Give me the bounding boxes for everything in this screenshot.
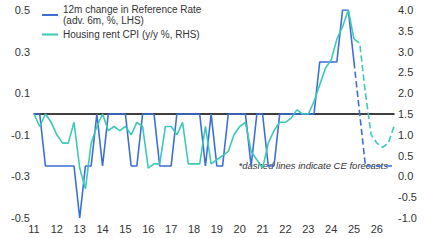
svg-text:(adv. 6m, %, LHS): (adv. 6m, %, LHS) [63, 15, 144, 26]
svg-text:-0.3: -0.3 [11, 170, 30, 182]
svg-text:22: 22 [279, 223, 291, 235]
svg-text:0.0: 0.0 [398, 170, 413, 182]
svg-text:18: 18 [188, 223, 200, 235]
svg-text:16: 16 [142, 223, 154, 235]
svg-text:4.0: 4.0 [398, 4, 413, 16]
svg-text:14: 14 [96, 223, 108, 235]
svg-text:*dashed lines indicate CE fore: *dashed lines indicate CE forecasts [238, 159, 388, 171]
svg-text:20: 20 [234, 223, 246, 235]
svg-text:0.5: 0.5 [15, 4, 30, 16]
svg-text:2.0: 2.0 [398, 87, 413, 99]
svg-text:-0.1: -0.1 [11, 129, 30, 141]
svg-text:12m change in Reference Rate: 12m change in Reference Rate [63, 4, 202, 15]
svg-text:23: 23 [302, 223, 314, 235]
svg-text:-0.5: -0.5 [398, 191, 417, 203]
svg-text:26: 26 [371, 223, 383, 235]
svg-text:2.5: 2.5 [398, 66, 413, 78]
svg-text:12: 12 [51, 223, 63, 235]
svg-text:21: 21 [256, 223, 268, 235]
svg-text:19: 19 [211, 223, 223, 235]
svg-text:24: 24 [325, 223, 337, 235]
svg-text:Housing rent CPI (y/y %, RHS): Housing rent CPI (y/y %, RHS) [63, 29, 200, 40]
svg-text:11: 11 [28, 223, 39, 235]
svg-text:-1.0: -1.0 [398, 212, 417, 224]
svg-text:15: 15 [119, 223, 131, 235]
svg-text:3.5: 3.5 [398, 25, 413, 37]
svg-text:25: 25 [348, 223, 360, 235]
svg-text:1.5: 1.5 [398, 108, 413, 120]
svg-text:0.1: 0.1 [15, 87, 30, 99]
svg-text:0.3: 0.3 [15, 46, 30, 58]
svg-text:17: 17 [165, 223, 177, 235]
svg-text:1.0: 1.0 [398, 129, 413, 141]
svg-text:13: 13 [74, 223, 86, 235]
svg-text:3.0: 3.0 [398, 46, 413, 58]
svg-text:-0.5: -0.5 [11, 212, 30, 224]
svg-text:0.5: 0.5 [398, 150, 413, 162]
